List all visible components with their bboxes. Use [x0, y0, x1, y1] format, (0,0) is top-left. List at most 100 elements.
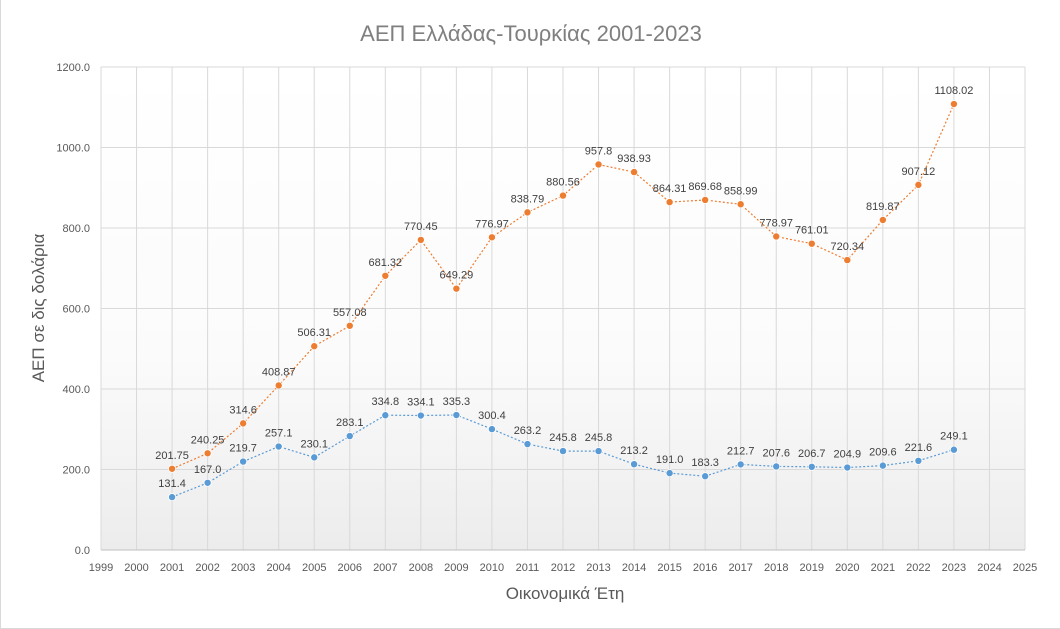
data-point — [878, 461, 887, 470]
data-point — [878, 216, 887, 225]
x-tick-label: 2013 — [586, 562, 610, 574]
x-tick-label: 2014 — [622, 562, 646, 574]
y-tick-label: 200.0 — [62, 465, 90, 477]
data-label: 201.75 — [155, 450, 189, 462]
x-tick-label: 2004 — [266, 562, 290, 574]
x-tick-label: 2017 — [728, 562, 752, 574]
data-label: 230.1 — [300, 438, 328, 450]
data-label: 858.99 — [724, 185, 758, 197]
data-label: 240.25 — [191, 434, 225, 446]
data-point — [594, 160, 603, 169]
data-point — [239, 419, 248, 428]
data-point — [772, 232, 781, 241]
data-point — [416, 411, 425, 420]
data-label: 334.8 — [372, 396, 400, 408]
y-tick-label: 1200.0 — [56, 62, 90, 74]
y-tick-label: 600.0 — [62, 304, 90, 316]
data-label: 761.01 — [795, 225, 829, 237]
series-line-1 — [171, 414, 955, 498]
x-tick-label: 2002 — [195, 562, 219, 574]
data-label: 770.45 — [404, 221, 438, 233]
data-point — [630, 460, 639, 469]
x-tick-label: 2022 — [906, 562, 930, 574]
x-tick-label: 2015 — [657, 562, 681, 574]
data-label: 207.6 — [762, 447, 790, 459]
data-point — [381, 411, 390, 420]
data-point — [523, 208, 532, 217]
data-point — [665, 198, 674, 207]
y-tick-label: 800.0 — [62, 223, 90, 235]
data-label: 219.7 — [229, 443, 257, 455]
data-label: 221.6 — [905, 442, 933, 454]
x-tick-label: 2023 — [942, 562, 966, 574]
data-label: 864.31 — [653, 183, 687, 195]
data-label: 314.6 — [229, 404, 257, 416]
data-point — [772, 462, 781, 471]
axes: 0.0 200.0 400.0 600.0 800.0 1000.0 1200.0 1999 2… — [56, 62, 1037, 574]
data-point — [914, 456, 923, 465]
data-point — [487, 425, 496, 434]
data-label: 283.1 — [336, 417, 364, 429]
data-label: 335.3 — [443, 396, 471, 408]
data-point — [416, 235, 425, 244]
data-point — [665, 469, 674, 478]
data-point — [949, 445, 958, 454]
data-point — [701, 472, 710, 481]
x-tick-label: 2020 — [835, 562, 859, 574]
data-point — [487, 233, 496, 242]
data-point — [168, 493, 177, 502]
data-point — [559, 191, 568, 200]
data-label: 245.8 — [585, 432, 613, 444]
data-label: 131.4 — [158, 478, 186, 490]
data-label: 649.29 — [440, 270, 474, 282]
data-label: 506.31 — [297, 327, 331, 339]
data-point — [452, 411, 461, 420]
data-label: 880.56 — [546, 177, 580, 189]
x-tick-label: 2010 — [480, 562, 504, 574]
data-point — [807, 239, 816, 248]
data-point — [807, 462, 816, 471]
x-axis-title: Οικονομικά Έτη — [506, 584, 625, 603]
x-tick-label: 2012 — [551, 562, 575, 574]
x-tick-label: 2001 — [160, 562, 184, 574]
y-tick-label: 0.0 — [75, 545, 90, 557]
data-label: 249.1 — [940, 431, 968, 443]
y-tick-label: 400.0 — [62, 384, 90, 396]
x-tick-label: 2008 — [409, 562, 433, 574]
y-axis-title: ΑΕΠ σε δις δολάρια — [29, 234, 48, 383]
x-tick-label: 2005 — [302, 562, 326, 574]
data-label: 776.97 — [475, 218, 509, 230]
data-label: 257.1 — [265, 428, 293, 440]
data-label: 206.7 — [798, 448, 826, 460]
data-point — [203, 449, 212, 458]
data-label: 209.6 — [869, 447, 897, 459]
x-tick-label: 2006 — [338, 562, 362, 574]
data-point — [168, 464, 177, 473]
data-point — [843, 256, 852, 265]
data-label: 263.2 — [514, 425, 542, 437]
data-label: 907.12 — [902, 166, 936, 178]
data-label: 212.7 — [727, 445, 755, 457]
data-point — [274, 442, 283, 451]
data-label: 167.0 — [194, 464, 222, 476]
data-label: 720.34 — [830, 241, 864, 253]
chart-title: ΑΕΠ Ελλάδας-Τουρκίας 2001-2023 — [360, 21, 702, 46]
x-tick-label: 2009 — [444, 562, 468, 574]
data-label: 838.79 — [511, 193, 545, 205]
y-tick-label: 1000.0 — [56, 143, 90, 155]
data-label: 778.97 — [759, 217, 793, 229]
data-point — [203, 478, 212, 487]
data-point — [274, 381, 283, 390]
data-point — [345, 432, 354, 441]
data-point — [452, 284, 461, 293]
data-point — [949, 100, 958, 109]
data-point — [736, 200, 745, 209]
data-point — [310, 453, 319, 462]
data-label: 869.68 — [688, 181, 722, 193]
data-point — [594, 447, 603, 456]
data-label: 938.93 — [617, 153, 651, 165]
data-point — [736, 460, 745, 469]
data-label: 408.87 — [262, 366, 296, 378]
